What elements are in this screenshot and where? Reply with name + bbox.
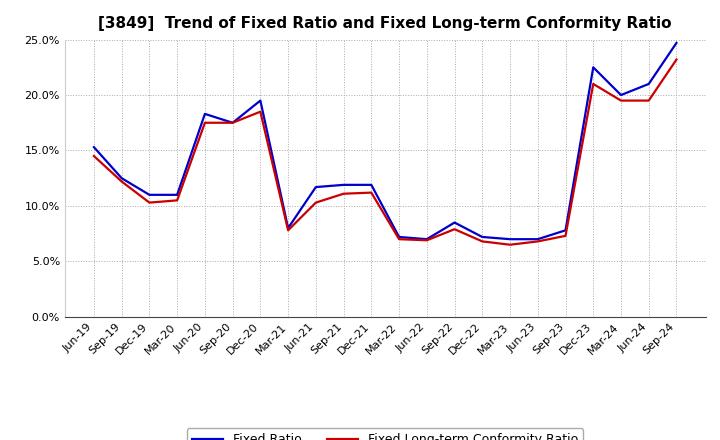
Fixed Long-term Conformity Ratio [117, 179, 126, 184]
Fixed Ratio [117, 176, 126, 181]
Fixed Long-term Conformity Ratio [561, 233, 570, 238]
Fixed Long-term Conformity Ratio [644, 98, 653, 103]
Fixed Long-term Conformity Ratio [89, 154, 98, 159]
Fixed Long-term Conformity Ratio [228, 120, 237, 125]
Fixed Ratio [478, 235, 487, 240]
Fixed Ratio [450, 220, 459, 225]
Fixed Ratio [589, 65, 598, 70]
Fixed Long-term Conformity Ratio [256, 109, 265, 114]
Fixed Ratio [228, 120, 237, 125]
Fixed Long-term Conformity Ratio [423, 238, 431, 243]
Title: [3849]  Trend of Fixed Ratio and Fixed Long-term Conformity Ratio: [3849] Trend of Fixed Ratio and Fixed Lo… [99, 16, 672, 32]
Fixed Ratio [505, 237, 514, 242]
Fixed Ratio [339, 182, 348, 187]
Fixed Long-term Conformity Ratio [534, 239, 542, 244]
Fixed Long-term Conformity Ratio [173, 198, 181, 203]
Legend: Fixed Ratio, Fixed Long-term Conformity Ratio: Fixed Ratio, Fixed Long-term Conformity … [187, 429, 583, 440]
Fixed Long-term Conformity Ratio [201, 120, 210, 125]
Fixed Long-term Conformity Ratio [589, 81, 598, 87]
Fixed Long-term Conformity Ratio [312, 200, 320, 205]
Fixed Ratio [201, 111, 210, 117]
Fixed Ratio [312, 184, 320, 190]
Fixed Ratio [367, 182, 376, 187]
Fixed Ratio [145, 192, 154, 198]
Fixed Ratio [423, 237, 431, 242]
Fixed Ratio [616, 92, 625, 98]
Fixed Ratio [561, 227, 570, 233]
Line: Fixed Long-term Conformity Ratio: Fixed Long-term Conformity Ratio [94, 59, 677, 245]
Fixed Long-term Conformity Ratio [395, 237, 403, 242]
Fixed Ratio [672, 40, 681, 46]
Fixed Ratio [284, 225, 292, 231]
Fixed Ratio [644, 81, 653, 87]
Fixed Long-term Conformity Ratio [505, 242, 514, 247]
Fixed Long-term Conformity Ratio [616, 98, 625, 103]
Fixed Ratio [534, 237, 542, 242]
Fixed Ratio [395, 235, 403, 240]
Fixed Long-term Conformity Ratio [145, 200, 154, 205]
Line: Fixed Ratio: Fixed Ratio [94, 43, 677, 239]
Fixed Long-term Conformity Ratio [339, 191, 348, 196]
Fixed Long-term Conformity Ratio [672, 57, 681, 62]
Fixed Ratio [89, 144, 98, 150]
Fixed Long-term Conformity Ratio [450, 227, 459, 232]
Fixed Long-term Conformity Ratio [478, 239, 487, 244]
Fixed Long-term Conformity Ratio [367, 190, 376, 195]
Fixed Long-term Conformity Ratio [284, 227, 292, 233]
Fixed Ratio [256, 98, 265, 103]
Fixed Ratio [173, 192, 181, 198]
